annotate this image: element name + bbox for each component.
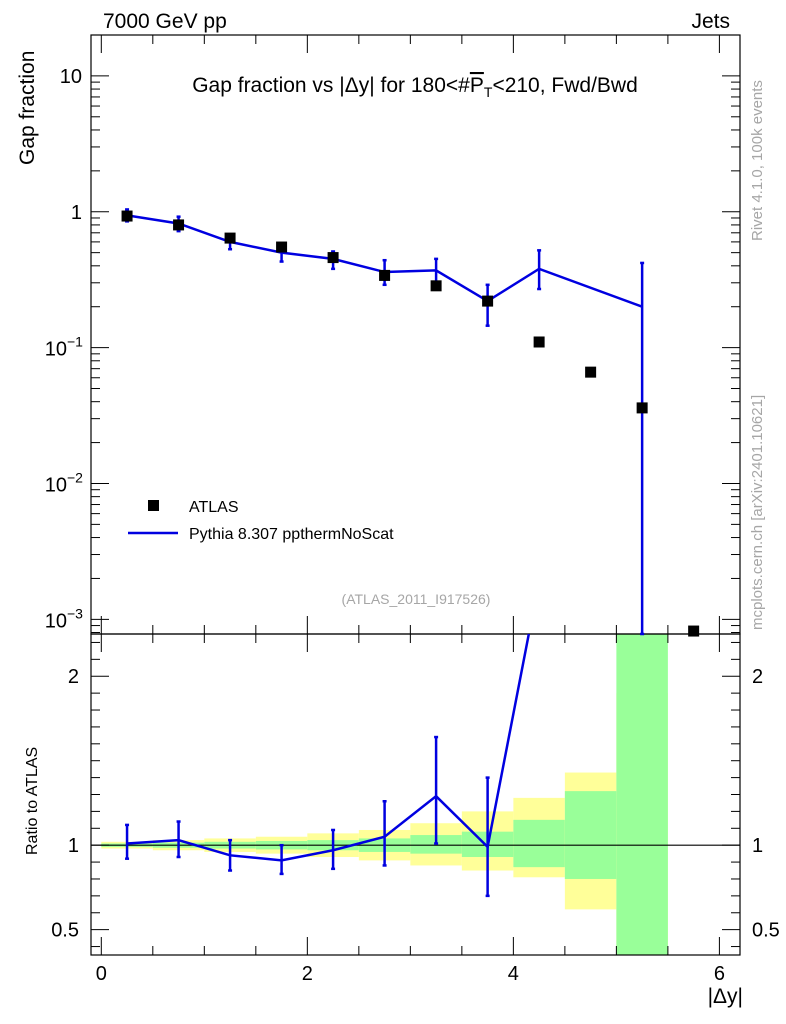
ratio-y-tick-label-left-0: 0.5: [51, 920, 79, 942]
legend-pythia-label: Pythia 8.307 ppthermNoScat: [189, 526, 394, 543]
main-data-series: [121, 208, 700, 637]
atlas-point: [327, 252, 339, 264]
green-band-9: [564, 791, 617, 879]
green-band-8: [513, 819, 565, 868]
ratio-y-tick-label-right-0: 0.5: [752, 920, 780, 942]
ratio-y-tick-label-right-2: 2: [752, 666, 763, 688]
process-label: Jets: [691, 10, 730, 33]
main-y-tick-label-1: 1: [71, 202, 82, 224]
mc-line: [126, 214, 643, 308]
x-axis-label: |Δy|: [708, 985, 743, 1008]
main-y-tick-label-4: 10: [45, 610, 67, 632]
main-y-tick-label-3: 10: [45, 474, 67, 496]
main-y-tick-label-0: 10: [60, 66, 82, 88]
legend-atlas-label: ATLAS: [189, 499, 239, 516]
energy-label: 7000 GeV pp: [103, 10, 227, 33]
chart-title-overlined: P: [470, 74, 484, 97]
ratio-y-tick-label-right-1: 1: [752, 835, 763, 857]
legend: ATLAS Pythia 8.307 ppthermNoScat: [128, 499, 394, 543]
x-tick-label-0: 0: [96, 963, 107, 985]
atlas-point: [430, 280, 442, 292]
watermark: (ATLAS_2011_I917526): [342, 591, 491, 607]
atlas-point: [636, 402, 648, 414]
x-tick-label-3: 6: [714, 963, 725, 985]
mcplots-label: mcplots.cern.ch [arXiv:2401.10621]: [749, 395, 766, 630]
atlas-point: [224, 232, 236, 244]
atlas-point: [533, 336, 545, 348]
main-y-tick-exponent-3: −2: [67, 469, 83, 485]
atlas-point: [276, 241, 288, 253]
chart-title-subscript: T: [484, 84, 493, 100]
rivet-label: Rivet 4.1.0, 100k events: [749, 80, 766, 241]
atlas-point: [585, 366, 597, 378]
atlas-point: [121, 210, 133, 222]
atlas-point: [173, 219, 185, 231]
atlas-point: [482, 295, 494, 307]
atlas-point: [379, 269, 391, 281]
ratio-axis-ticks: 0.5 0.5 1 1 2 2 0 2 4 6: [51, 634, 780, 985]
main-y-tick-label-2: 10: [45, 339, 67, 361]
ratio-y-tick-label-left-2: 2: [68, 666, 79, 688]
atlas-point: [688, 625, 700, 637]
ratio-y-axis-label: Ratio to ATLAS: [24, 747, 41, 855]
legend-atlas-marker: [148, 500, 159, 511]
chart-title-prefix: Gap fraction vs |Δy| for 180<#: [192, 74, 470, 97]
main-y-tick-exponent-4: −3: [67, 605, 83, 621]
chart-title-suffix: <210, Fwd/Bwd: [492, 74, 637, 97]
ratio-mc-line: [126, 633, 531, 862]
green-band-10: [616, 634, 668, 955]
x-tick-label-1: 2: [302, 963, 313, 985]
main-y-axis-label: Gap fraction: [16, 51, 39, 165]
ratio-data-series: [125, 633, 531, 898]
ratio-uncertainty-bands: [101, 634, 668, 955]
ratio-y-tick-label-left-1: 1: [68, 835, 79, 857]
chart-title: Gap fraction vs |Δy| for 180<#PT<210, Fw…: [192, 74, 638, 100]
x-tick-label-2: 4: [508, 963, 519, 985]
main-y-tick-exponent-2: −1: [67, 334, 83, 350]
